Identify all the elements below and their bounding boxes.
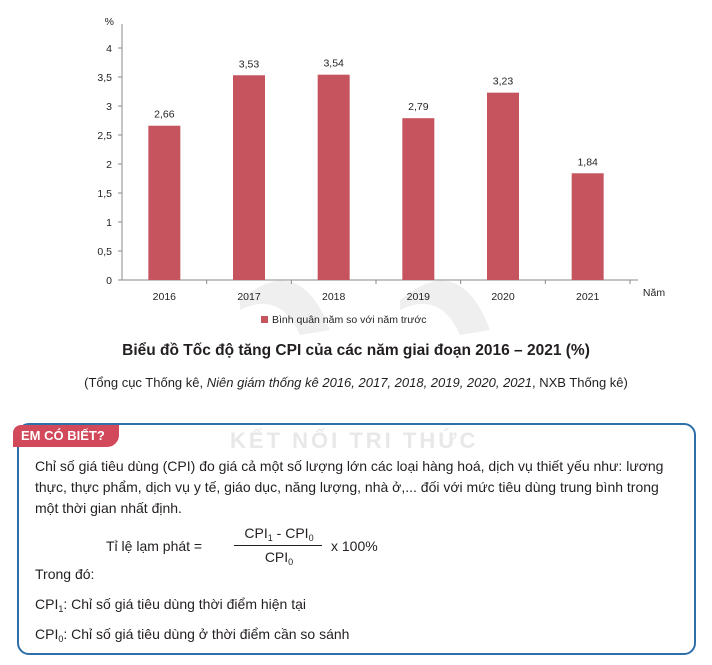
fraction-bar (234, 545, 322, 546)
legend-label: Bình quân năm so với năm trước (272, 314, 426, 326)
data-label-2016: 2,66 (154, 109, 175, 121)
data-label-2019: 2,79 (408, 101, 429, 113)
formula-numerator: CPI1 - CPI0 (234, 525, 324, 543)
source-italic: Niên giám thống kê 2016, 2017, 2018, 201… (206, 375, 532, 390)
y-tick-label: 0,5 (97, 246, 112, 258)
y-tick-label: 2 (106, 159, 112, 171)
x-tick-label: 2017 (237, 291, 261, 303)
def1-symbol: CPI (35, 596, 59, 612)
def2-sub: 0 (58, 634, 64, 644)
definition-cpi1: CPI1: Chỉ số giá tiêu dùng thời điểm hiệ… (35, 596, 306, 614)
x-tick-label: 2019 (407, 291, 431, 303)
legend-swatch (261, 316, 268, 323)
x-tick-label: 2016 (153, 291, 177, 303)
def2-text: : Chỉ số giá tiêu dùng ở thời điểm cần s… (63, 626, 350, 642)
formula-lhs: Tỉ lệ lạm phát = (106, 538, 203, 554)
bar-2021 (571, 173, 604, 280)
formula-den-sub: 0 (288, 557, 294, 567)
x-tick-label: 2020 (491, 291, 515, 303)
y-tick-label: 0 (106, 275, 112, 287)
formula-rhs: x 100% (331, 538, 378, 554)
bar-2017 (233, 75, 265, 280)
formula-num-a: CPI (244, 525, 268, 541)
x-tick-label: 2021 (576, 291, 600, 303)
data-label-2018: 3,54 (323, 58, 344, 70)
formula-den: CPI (264, 549, 289, 565)
x-tick-label: 2018 (322, 291, 346, 303)
y-tick-label: 3,5 (97, 72, 112, 84)
chart-source: (Tổng cục Thống kê, Niên giám thống kê 2… (0, 375, 712, 390)
y-tick-label: 1 (106, 217, 112, 229)
data-label-2017: 3,53 (239, 58, 260, 70)
bar-2020 (487, 92, 519, 280)
source-prefix: (Tổng cục Thống kê, (84, 375, 207, 390)
watermark-logo (240, 280, 490, 335)
bar-2019 (402, 118, 435, 281)
def1-text: : Chỉ số giá tiêu dùng thời điểm hiện tạ… (63, 596, 307, 612)
formula-num-mid: - CPI (272, 525, 309, 541)
data-label-2021: 1,84 (577, 156, 598, 168)
y-tick-label: 1,5 (97, 188, 112, 200)
bar-2018 (317, 74, 350, 281)
y-unit-label: % (105, 16, 114, 28)
y-tick-label: 2,5 (97, 130, 112, 142)
chart-title: Biểu đồ Tốc độ tăng CPI của các năm giai… (122, 342, 590, 359)
x-axis-label: Năm (643, 287, 665, 299)
where-label: Trong đó: (35, 566, 95, 582)
y-tick-label: 3 (106, 101, 112, 113)
data-label-2020: 3,23 (493, 76, 514, 88)
def1-sub: 1 (58, 604, 64, 614)
y-tick-label: 4 (106, 43, 112, 55)
formula-num-a-sub: 1 (267, 533, 273, 543)
source-suffix: , NXB Thống kê) (532, 375, 628, 390)
info-paragraph: Chỉ số giá tiêu dùng (CPI) đo giá cả một… (35, 458, 664, 516)
info-box (17, 423, 696, 655)
formula-num-b-sub: 0 (308, 533, 314, 543)
bar-2016 (148, 125, 181, 280)
formula-denominator: CPI0 (234, 549, 324, 567)
info-badge: EM CÓ BIẾT? (13, 425, 119, 447)
watermark-text: KẾT NỐI TRI THỨC (230, 428, 479, 453)
definition-cpi0: CPI0: Chỉ số giá tiêu dùng ở thời điểm c… (35, 626, 349, 644)
def2-symbol: CPI (35, 626, 59, 642)
